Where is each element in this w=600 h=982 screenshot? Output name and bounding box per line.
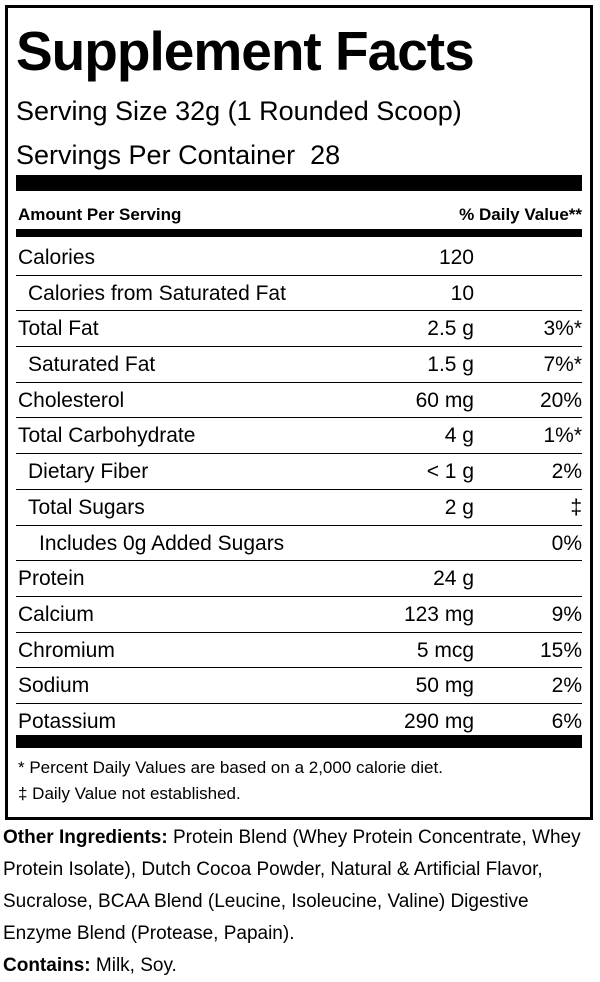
nutrient-name: Chromium xyxy=(18,638,115,662)
nutrient-name: Cholesterol xyxy=(18,388,125,412)
nutrient-amount: < 1 g xyxy=(426,460,474,484)
servings-value: 28 xyxy=(310,140,341,170)
nutrient-row: Protein 24 g xyxy=(16,561,582,597)
nutrient-row: Calcium 123 mg 9% xyxy=(16,597,582,633)
nutrient-name: Dietary Fiber xyxy=(28,460,149,484)
nutrient-amount: 120 xyxy=(438,246,474,269)
nutrient-amount: 2 g xyxy=(444,495,474,519)
daily-value: 3%* xyxy=(543,317,582,341)
nutrient-row: Dietary Fiber < 1 g 2% xyxy=(16,454,582,490)
contains-text: Milk, Soy. xyxy=(95,955,177,976)
daily-value: 2% xyxy=(551,460,582,484)
daily-value: 6% xyxy=(551,709,582,733)
nutrient-row: Total Carbohydrate 4 g 1%* xyxy=(16,418,582,455)
other-ingredients: Other Ingredients: Protein Blend (Whey P… xyxy=(3,822,597,950)
thick-rule xyxy=(16,229,582,237)
servings-per-container: Servings Per Container 28 xyxy=(16,138,340,172)
nutrient-row: Calories from Saturated Fat 10 xyxy=(16,276,582,312)
nutrient-name: Calories xyxy=(18,246,96,269)
daily-value: 7%* xyxy=(543,353,582,377)
daily-value: 9% xyxy=(551,602,582,626)
daily-value: 2% xyxy=(551,674,582,698)
nutrient-amount: 1.5 g xyxy=(427,353,474,377)
nutrient-name: Saturated Fat xyxy=(28,353,156,377)
nutrient-amount: 24 g xyxy=(433,567,474,591)
nutrient-name: Sodium xyxy=(18,674,90,698)
nutrient-row: Chromium 5 mcg 15% xyxy=(16,633,582,669)
contains: Contains: Milk, Soy. xyxy=(3,950,597,982)
nutrient-name: Includes 0g Added Sugars xyxy=(39,531,285,555)
nutrient-amount: 4 g xyxy=(444,424,474,448)
nutrient-amount: 5 mcg xyxy=(416,638,474,662)
ingredients-text: Protein Blend (Whey Protein Concentrate,… xyxy=(3,827,581,944)
column-header: Amount Per Serving % Daily Value** xyxy=(16,200,582,230)
nutrient-rows: Calories 120 Calories from Saturated Fat 1… xyxy=(16,240,582,740)
nutrient-row: Saturated Fat 1.5 g 7%* xyxy=(16,347,582,383)
daily-value: 1%* xyxy=(543,424,582,448)
nutrient-amount: 290 mg xyxy=(403,709,474,733)
nutrient-row: Cholesterol 60 mg 20% xyxy=(16,383,582,419)
nutrient-amount: 50 mg xyxy=(415,674,474,698)
ingredients-label: Other Ingredients: xyxy=(3,827,168,848)
nutrient-row: Total Sugars 2 g ‡ xyxy=(16,490,582,526)
nutrient-name: Potassium xyxy=(18,709,117,733)
nutrient-row: Calories 120 xyxy=(16,240,582,276)
nutrient-name: Total Carbohydrate xyxy=(18,424,196,448)
nutrient-row: Includes 0g Added Sugars 0% xyxy=(16,526,582,562)
footnote: * Percent Daily Values are based on a 2,… xyxy=(18,758,443,777)
nutrient-amount: 60 mg xyxy=(415,388,474,412)
thick-rule xyxy=(16,175,582,191)
nutrient-row: Sodium 50 mg 2% xyxy=(16,668,582,704)
daily-value: 0% xyxy=(551,531,582,555)
nutrient-name: Total Fat xyxy=(18,317,99,341)
nutrient-name: Total Sugars xyxy=(28,495,145,519)
title: Supplement Facts xyxy=(16,20,475,82)
amount-header: Amount Per Serving xyxy=(18,205,182,224)
nutrient-row: Potassium 290 mg 6% xyxy=(16,704,582,740)
thick-rule xyxy=(16,735,582,748)
footnote: ‡ Daily Value not established. xyxy=(18,784,241,803)
label-box: Supplement Facts Serving Size 32g (1 Rou… xyxy=(5,5,593,820)
serving-size: Serving Size 32g (1 Rounded Scoop) xyxy=(16,96,462,126)
nutrient-amount: 2.5 g xyxy=(427,317,474,341)
daily-value-header: % Daily Value** xyxy=(459,205,582,224)
daily-value: ‡ xyxy=(570,495,582,519)
nutrient-name: Calcium xyxy=(18,602,94,626)
servings-label: Servings Per Container xyxy=(16,140,296,170)
nutrient-name: Calories from Saturated Fat xyxy=(28,281,286,305)
nutrient-row: Total Fat 2.5 g 3%* xyxy=(16,311,582,348)
contains-label: Contains: xyxy=(3,955,91,976)
daily-value: 20% xyxy=(539,388,582,412)
nutrient-name: Protein xyxy=(18,567,85,591)
nutrient-amount: 10 xyxy=(450,281,474,305)
nutrient-amount: 123 mg xyxy=(403,602,474,626)
daily-value: 15% xyxy=(539,638,582,662)
